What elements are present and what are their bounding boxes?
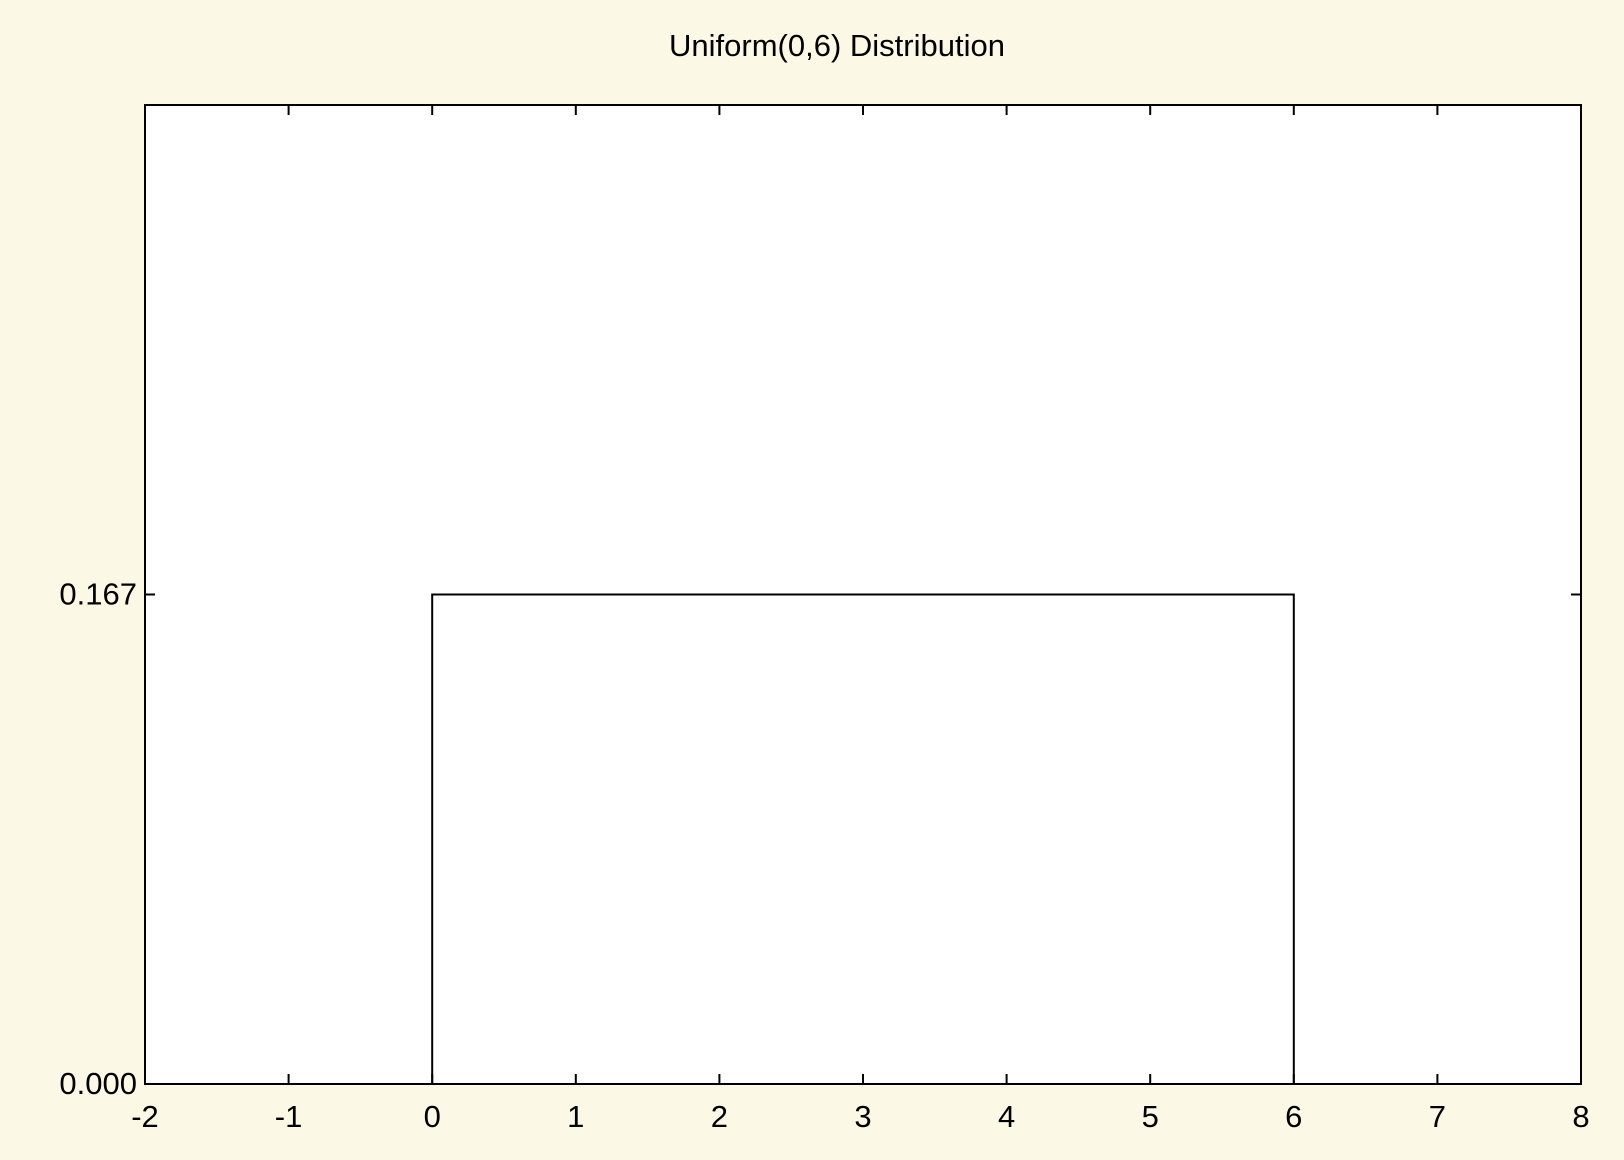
chart-title: Uniform(0,6) Distribution	[669, 28, 1005, 63]
x-tick-label: 3	[854, 1099, 871, 1134]
x-tick-label: 0	[424, 1099, 441, 1134]
y-tick-label: 0.000	[59, 1066, 137, 1101]
y-tick-label: 0.167	[59, 577, 137, 612]
x-tick-label: 2	[711, 1099, 728, 1134]
density-line	[431, 593, 1295, 1084]
x-tick-label: -2	[131, 1099, 159, 1134]
x-tick-label: 6	[1285, 1099, 1302, 1134]
x-tick-label: -1	[275, 1099, 303, 1134]
x-tick-label: 7	[1429, 1099, 1446, 1134]
x-tick-label: 8	[1572, 1099, 1589, 1134]
x-tick-label: 5	[1142, 1099, 1159, 1134]
x-tick-label: 4	[998, 1099, 1015, 1134]
x-tick-label: 1	[567, 1099, 584, 1134]
